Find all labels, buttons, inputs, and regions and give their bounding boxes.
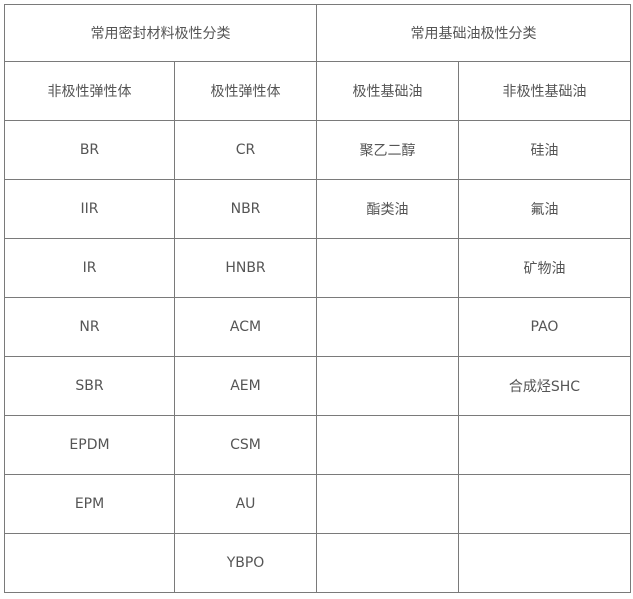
table-cell: IR	[4, 238, 175, 298]
group-header-row: 常用密封材料极性分类 常用基础油极性分类	[4, 4, 631, 62]
table-cell	[316, 238, 459, 298]
table-cell	[4, 533, 175, 593]
header-seal-materials: 常用密封材料极性分类	[4, 4, 317, 62]
table-cell	[316, 415, 459, 475]
table-cell	[316, 474, 459, 534]
table-cell: HNBR	[174, 238, 317, 298]
table-cell: IIR	[4, 179, 175, 239]
table-row: EPDM CSM	[4, 415, 631, 475]
table-cell	[458, 533, 631, 593]
table-cell: ACM	[174, 297, 317, 357]
table-cell: 氟油	[458, 179, 631, 239]
table-row: EPM AU	[4, 474, 631, 534]
table-cell	[458, 415, 631, 475]
table-row: SBR AEM 合成烃SHC	[4, 356, 631, 416]
table-cell: AU	[174, 474, 317, 534]
table-cell	[458, 474, 631, 534]
table-cell: 聚乙二醇	[316, 120, 459, 180]
table-row: BR CR 聚乙二醇 硅油	[4, 120, 631, 180]
table-cell	[316, 297, 459, 357]
table-row: IR HNBR 矿物油	[4, 238, 631, 298]
table-cell: EPM	[4, 474, 175, 534]
table-cell: NBR	[174, 179, 317, 239]
table-cell: EPDM	[4, 415, 175, 475]
table-cell: CR	[174, 120, 317, 180]
table-cell: AEM	[174, 356, 317, 416]
polarity-classification-table: 常用密封材料极性分类 常用基础油极性分类 非极性弹性体 极性弹性体 极性基础油 …	[4, 4, 631, 593]
header-base-oils: 常用基础油极性分类	[316, 4, 631, 62]
table-cell: 合成烃SHC	[458, 356, 631, 416]
table-row: IIR NBR 酯类油 氟油	[4, 179, 631, 239]
table-cell: 硅油	[458, 120, 631, 180]
table-cell: CSM	[174, 415, 317, 475]
table-row: YBPO	[4, 533, 631, 593]
column-header: 非极性基础油	[458, 61, 631, 121]
table-cell: 酯类油	[316, 179, 459, 239]
column-header: 极性弹性体	[174, 61, 317, 121]
table-cell: YBPO	[174, 533, 317, 593]
table-cell: PAO	[458, 297, 631, 357]
table-row: NR ACM PAO	[4, 297, 631, 357]
column-header-row: 非极性弹性体 极性弹性体 极性基础油 非极性基础油	[4, 61, 631, 121]
table-cell	[316, 356, 459, 416]
table-cell: 矿物油	[458, 238, 631, 298]
table-cell: NR	[4, 297, 175, 357]
column-header: 非极性弹性体	[4, 61, 175, 121]
column-header: 极性基础油	[316, 61, 459, 121]
table-cell	[316, 533, 459, 593]
table-cell: BR	[4, 120, 175, 180]
table-cell: SBR	[4, 356, 175, 416]
